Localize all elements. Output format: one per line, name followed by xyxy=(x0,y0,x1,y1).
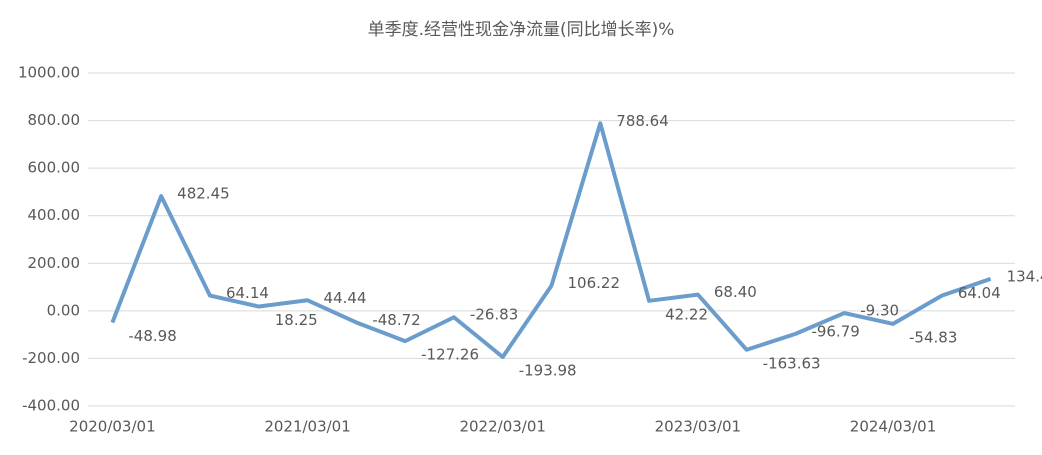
data-label: -9.30 xyxy=(860,302,899,320)
data-label: -48.72 xyxy=(372,311,420,329)
y-tick-label: -200.00 xyxy=(22,349,80,367)
data-label: 64.04 xyxy=(958,284,1001,302)
x-tick-label: 2020/03/01 xyxy=(69,418,155,436)
data-label: -26.83 xyxy=(470,306,518,324)
y-tick-label: 800.00 xyxy=(28,111,81,129)
data-label: 42.22 xyxy=(665,305,708,323)
data-label: 788.64 xyxy=(616,112,669,130)
y-tick-label: 400.00 xyxy=(28,206,81,224)
data-label: 18.25 xyxy=(275,311,318,329)
chart-title: 单季度.经营性现金净流量(同比增长率)% xyxy=(368,20,675,40)
x-tick-label: 2023/03/01 xyxy=(655,418,741,436)
y-tick-label: 200.00 xyxy=(28,254,81,272)
x-tick-label: 2022/03/01 xyxy=(459,418,545,436)
data-label: 106.22 xyxy=(568,274,621,292)
y-tick-label: -400.00 xyxy=(22,397,80,415)
data-label: 134.46 xyxy=(1007,267,1042,285)
data-label: -193.98 xyxy=(519,361,577,379)
data-label: 482.45 xyxy=(177,185,230,203)
data-label: -163.63 xyxy=(763,354,821,372)
x-tick-label: 2024/03/01 xyxy=(850,418,936,436)
y-tick-label: 1000.00 xyxy=(18,64,80,82)
y-tick-label: 600.00 xyxy=(28,159,81,177)
data-label: 44.44 xyxy=(324,289,367,307)
x-tick-label: 2021/03/01 xyxy=(264,418,350,436)
series-line xyxy=(110,121,992,359)
data-label: 64.14 xyxy=(226,284,269,302)
data-label: -48.98 xyxy=(128,327,176,345)
data-label: -127.26 xyxy=(421,346,479,364)
data-label: 68.40 xyxy=(714,283,757,301)
data-label: -54.83 xyxy=(909,328,957,346)
data-label: -96.79 xyxy=(811,322,859,340)
y-tick-label: 0.00 xyxy=(47,301,80,319)
